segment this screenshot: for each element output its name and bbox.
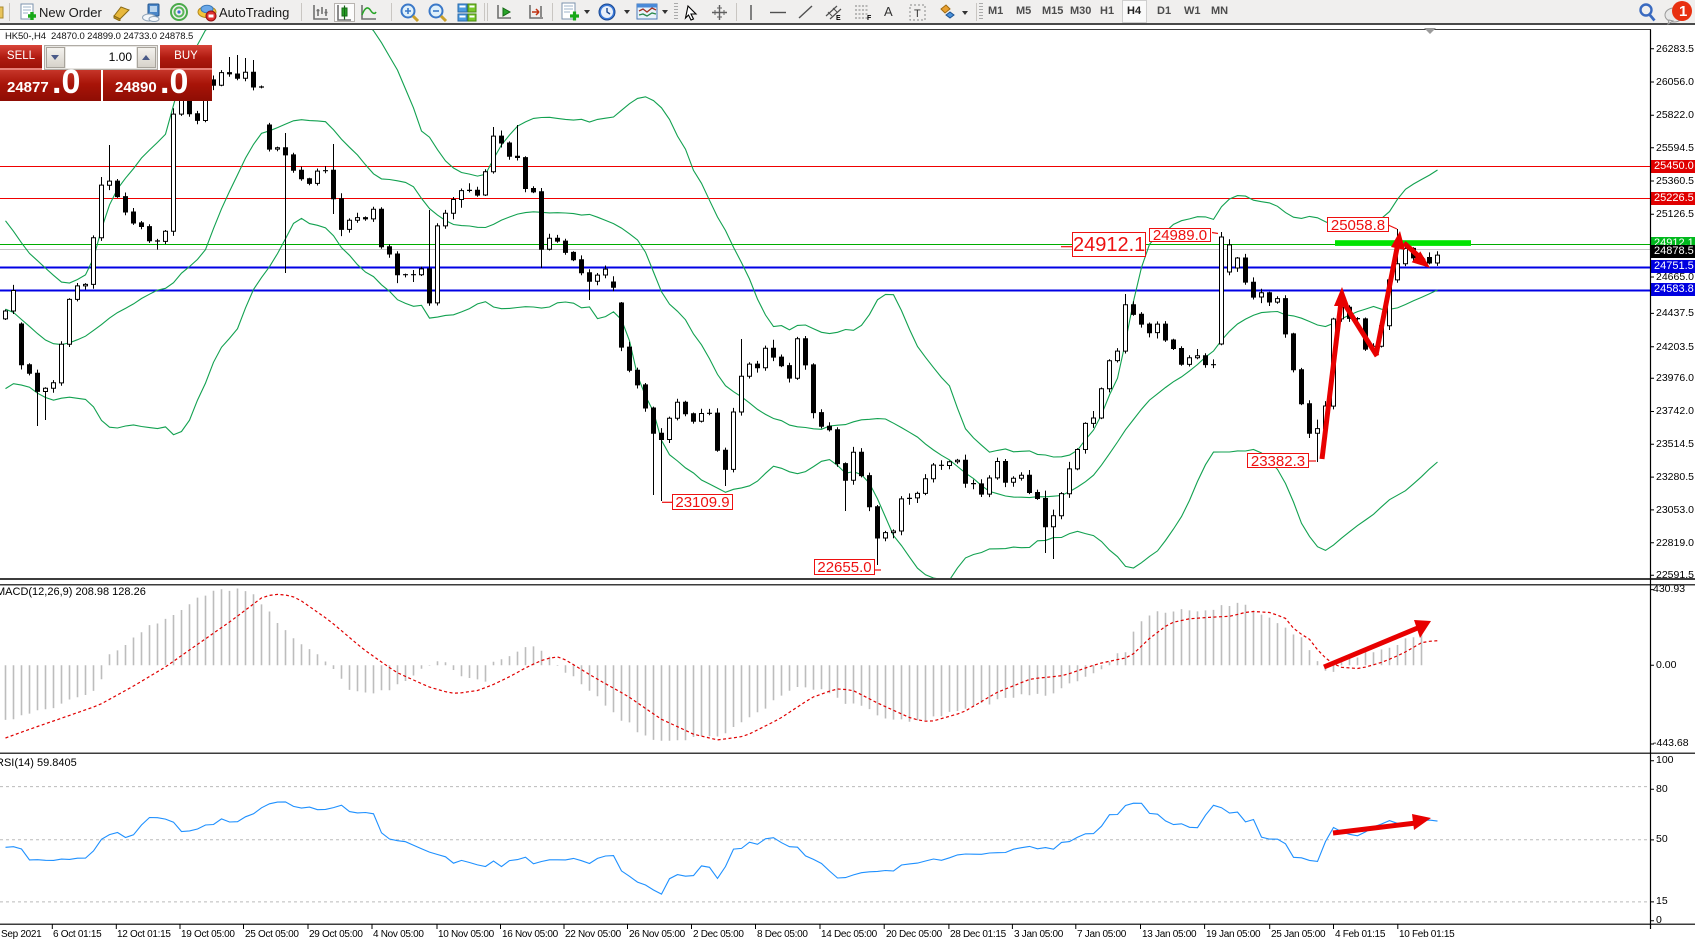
svg-text:E: E <box>836 15 841 22</box>
svg-text:T: T <box>914 8 921 20</box>
svg-text:F: F <box>867 15 872 22</box>
svg-text:1: 1 <box>1679 3 1687 20</box>
